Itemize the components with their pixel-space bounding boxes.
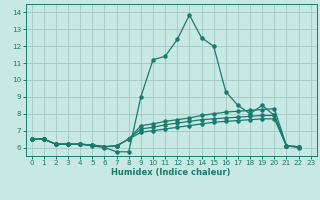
X-axis label: Humidex (Indice chaleur): Humidex (Indice chaleur) bbox=[111, 168, 231, 177]
